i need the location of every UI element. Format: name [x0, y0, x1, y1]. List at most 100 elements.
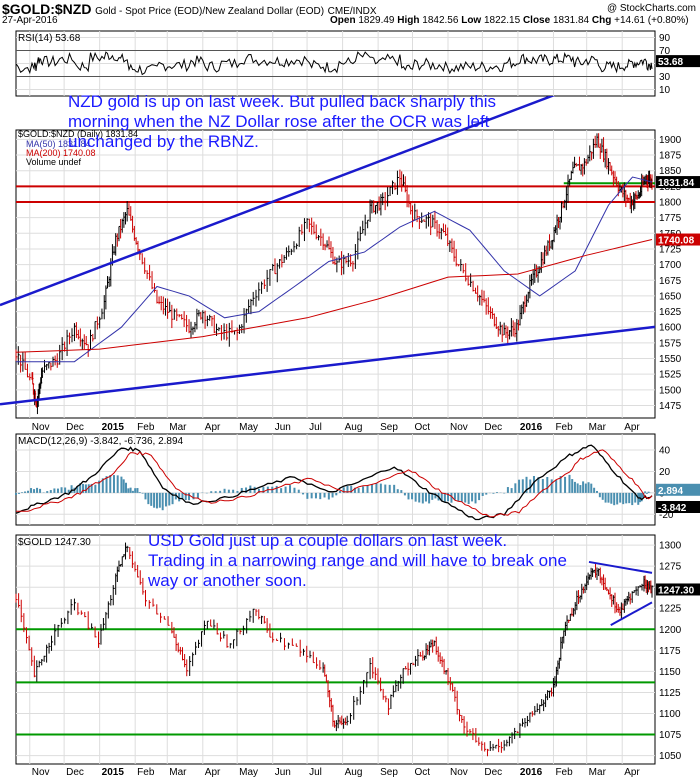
price-tick-label: 1475	[659, 401, 682, 412]
price-month-label: Feb	[555, 422, 573, 433]
nzd-annotation: NZD gold is up on last week. But pulled …	[68, 92, 497, 151]
price-tick-label: 1775	[659, 213, 682, 224]
usd-month-label: Jul	[309, 767, 322, 778]
rsi-tick-label: 30	[659, 72, 671, 83]
price-month-label: May	[239, 422, 258, 433]
open-label: Open	[330, 15, 356, 26]
price-tick-label: 1725	[659, 244, 682, 255]
open-value: 1829.49	[358, 15, 395, 26]
price-tick-label: 1650	[659, 291, 682, 302]
change-value: +14.61 (+0.80%)	[614, 15, 689, 26]
rsi-line	[15, 51, 653, 76]
price-month-label: 2016	[520, 422, 543, 433]
macd-last-label: -3.842	[658, 503, 687, 514]
price-tick-label: 1575	[659, 338, 682, 349]
usd-month-label: 2016	[520, 767, 543, 778]
usd-tick-label: 1225	[659, 604, 682, 615]
change-label: Chg	[591, 15, 612, 26]
low-value: 1822.15	[484, 15, 521, 26]
price-month-label: Feb	[137, 422, 155, 433]
price-tick-label: 1675	[659, 276, 682, 287]
usd-month-label: Feb	[137, 767, 155, 778]
usd-month-label: Sep	[380, 767, 398, 778]
macd-tick-label: -20	[659, 510, 674, 521]
usd-month-label: Apr	[205, 767, 221, 778]
price-legend-symbol: $GOLD:$NZD (Daily) 1831.84	[18, 129, 138, 139]
usd-trendline	[610, 601, 653, 626]
usd-trendline	[588, 560, 653, 574]
usd-tick-label: 1275	[659, 562, 682, 573]
site-credit: @ StockCharts.com	[606, 3, 696, 14]
usd-last-label-bg	[656, 583, 700, 596]
price-month-label: Mar	[169, 422, 187, 433]
usd-month-label: 2015	[102, 767, 125, 778]
price-trendline	[0, 325, 655, 406]
symbol-description: Gold - Spot Price (EOD)/New Zealand Doll…	[95, 6, 325, 17]
low-label: Low	[461, 15, 482, 26]
usd-month-label: Nov	[32, 767, 50, 778]
price-month-label: 2015	[102, 422, 125, 433]
usd-month-label: Apr	[624, 767, 640, 778]
rsi-legend: RSI(14) 53.68	[18, 33, 81, 44]
usd-tick-label: 1100	[659, 709, 681, 720]
usd-legend: $GOLD 1247.30	[18, 537, 91, 548]
ohlc-readout: Open 1829.49 High 1842.56 Low 1822.15 Cl…	[330, 15, 689, 26]
price-month-label: Nov	[32, 422, 50, 433]
price-legend-ma50: MA(50) 1831.84	[26, 139, 91, 149]
close-value: 1831.84	[552, 15, 590, 26]
symbol: $GOLD:$NZD	[2, 1, 92, 17]
chart-title: $GOLD:$NZD Gold - Spot Price (EOD)/New Z…	[2, 1, 377, 17]
price-tick-label: 1875	[659, 151, 682, 162]
price-month-label: Jul	[309, 422, 322, 433]
chart-header: $GOLD:$NZD Gold - Spot Price (EOD)/New Z…	[0, 0, 700, 30]
high-value: 1842.56	[422, 15, 459, 26]
usd-tick-label: 1200	[659, 625, 682, 636]
price-tick-label: 1850	[659, 166, 682, 177]
usd-tick-label: 1175	[659, 646, 681, 657]
ma50-line	[16, 176, 653, 363]
price-month-label: Oct	[414, 422, 430, 433]
price-month-label: Jun	[275, 422, 291, 433]
macd-tick-label: 20	[659, 467, 671, 478]
price-panel	[15, 129, 656, 419]
usd-month-label: Mar	[589, 767, 607, 778]
macd-tick-label: 40	[659, 446, 671, 457]
rsi-tick-label: 10	[659, 85, 671, 96]
rsi-last-label-bg	[656, 55, 700, 68]
usd-month-label: Dec	[66, 767, 84, 778]
price-month-label: Sep	[380, 422, 398, 433]
ma200-last-label-bg	[656, 233, 700, 246]
price-month-label: Dec	[484, 422, 502, 433]
price-tick-label: 1500	[659, 385, 682, 396]
price-tick-label: 1800	[659, 198, 682, 209]
rsi-last-label: 53.68	[658, 57, 683, 68]
usd-tick-label: 1050	[659, 751, 682, 762]
high-label: High	[397, 15, 420, 26]
macd-hist-last-label: 2.894	[658, 486, 683, 497]
macd-hist-last-label-bg	[656, 483, 700, 496]
price-month-label: Apr	[624, 422, 640, 433]
price-tick-label: 1625	[659, 307, 682, 318]
price-tick-label: 1900	[659, 135, 682, 146]
usd-annotation: USD Gold just up a couple dollars on las…	[148, 531, 567, 590]
usd-tick-label: 1300	[659, 541, 682, 552]
price-last-label-bg	[656, 176, 700, 189]
price-month-label: Aug	[345, 422, 363, 433]
usd-month-label: Nov	[450, 767, 468, 778]
usd-month-label: Aug	[345, 767, 363, 778]
price-tick-label: 1600	[659, 323, 682, 334]
macd-line	[15, 444, 653, 521]
ma200-line	[15, 239, 653, 353]
macd-panel	[15, 433, 656, 526]
price-month-label: Mar	[589, 422, 607, 433]
usd-tick-label: 1150	[659, 667, 681, 678]
usd-last-label: 1247.30	[658, 585, 695, 596]
price-last-label: 1831.84	[658, 178, 695, 189]
usd-month-label: Feb	[555, 767, 573, 778]
price-trendline	[0, 96, 556, 307]
price-legend-volume: Volume undef	[26, 157, 82, 167]
price-month-label: Dec	[66, 422, 84, 433]
price-month-label: Apr	[205, 422, 221, 433]
price-tick-label: 1550	[659, 354, 682, 365]
